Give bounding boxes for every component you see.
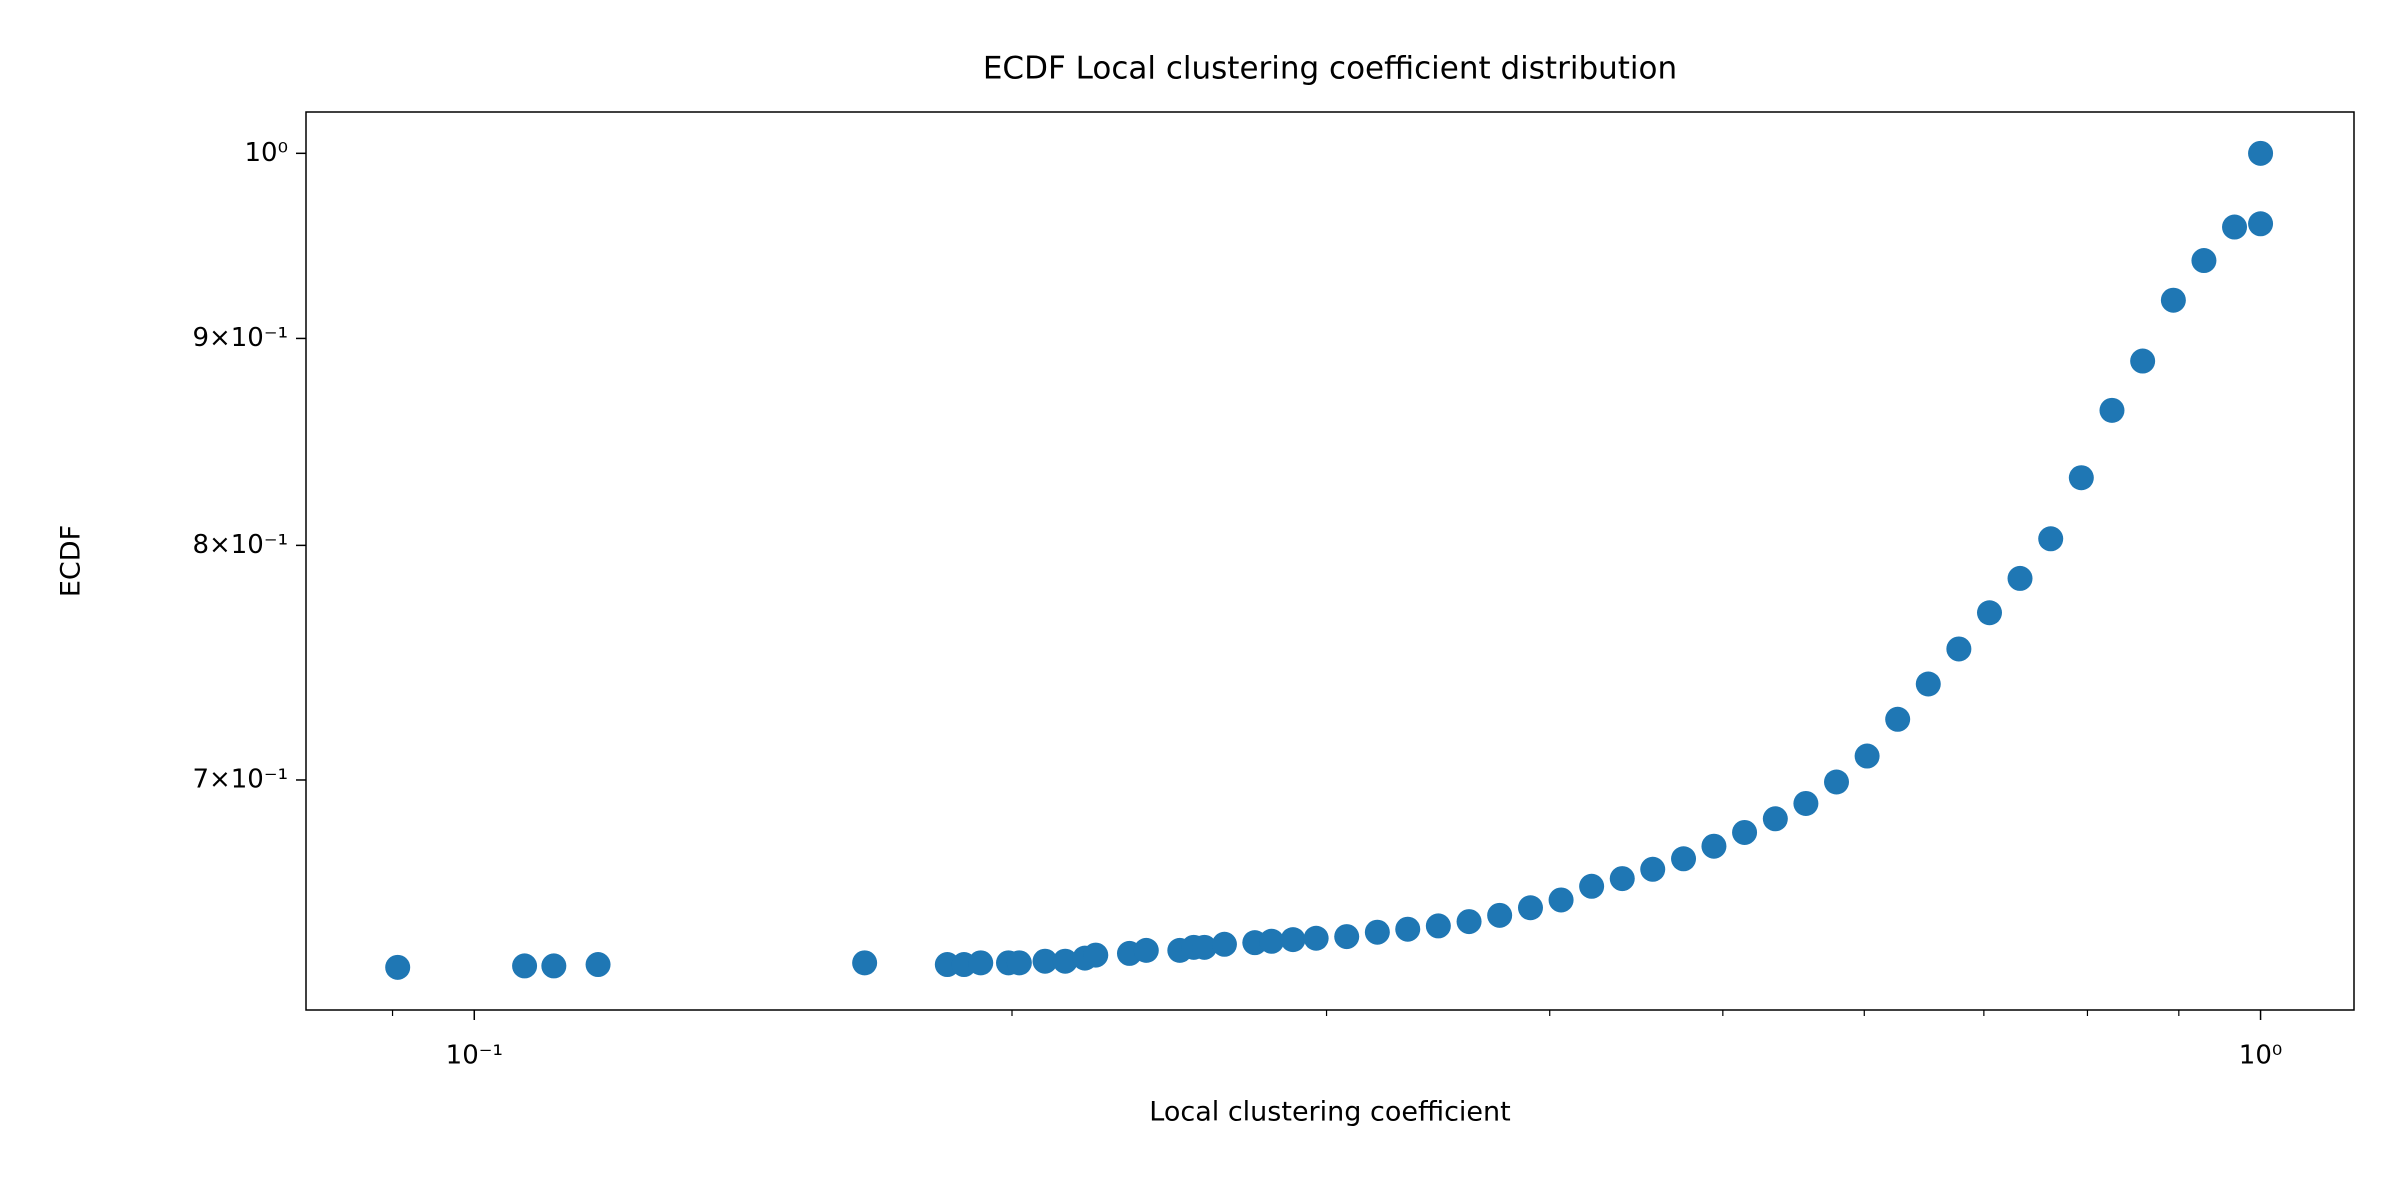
point <box>1548 887 1574 913</box>
y-tick-label: 10⁰ <box>244 138 288 168</box>
point <box>852 950 878 976</box>
point <box>1052 948 1078 974</box>
point <box>512 953 538 979</box>
point <box>1006 950 1032 976</box>
point <box>2007 565 2033 591</box>
point <box>1259 928 1285 954</box>
point <box>2160 287 2186 313</box>
point <box>1334 924 1360 950</box>
point <box>1191 934 1217 960</box>
point <box>2191 248 2217 274</box>
point <box>1793 790 1819 816</box>
point <box>1364 919 1390 945</box>
point <box>1824 769 1850 795</box>
point <box>1579 873 1605 899</box>
point <box>1517 895 1543 921</box>
point <box>1732 819 1758 845</box>
point <box>1211 931 1237 957</box>
point <box>1854 743 1880 769</box>
y-tick-label: 7×10⁻¹ <box>192 764 288 794</box>
point <box>1885 706 1911 732</box>
point <box>2068 465 2094 491</box>
x-tick-label: 10⁰ <box>2239 1041 2283 1071</box>
point <box>541 953 567 979</box>
y-tick-label: 9×10⁻¹ <box>192 323 288 353</box>
x-tick-label: 10⁻¹ <box>446 1041 503 1071</box>
point <box>1032 948 1058 974</box>
point <box>1395 916 1421 942</box>
point <box>385 954 411 980</box>
point <box>1762 806 1788 832</box>
point <box>1671 846 1697 872</box>
point <box>1133 937 1159 963</box>
plot-frame <box>305 111 2355 1011</box>
chart-title: ECDF Local clustering coefficient distri… <box>983 51 1677 87</box>
point <box>1640 856 1666 882</box>
point <box>1487 902 1513 928</box>
point <box>1280 927 1306 953</box>
point <box>1946 636 1972 662</box>
point <box>2248 211 2274 237</box>
y-axis-label: ECDF <box>56 525 87 597</box>
point <box>1303 925 1329 951</box>
point <box>1425 913 1451 939</box>
point <box>1083 942 1109 968</box>
point <box>968 950 994 976</box>
point <box>585 952 611 978</box>
x-axis-label: Local clustering coefficient <box>1149 1097 1510 1128</box>
point <box>1456 909 1482 935</box>
point <box>2099 397 2125 423</box>
point <box>2038 526 2064 552</box>
point <box>1701 833 1727 859</box>
point <box>1609 866 1635 892</box>
point <box>2248 140 2274 166</box>
point <box>2130 348 2156 374</box>
point <box>1976 600 2002 626</box>
point <box>1915 671 1941 697</box>
point <box>2222 214 2248 240</box>
y-tick-label: 8×10⁻¹ <box>192 530 288 560</box>
